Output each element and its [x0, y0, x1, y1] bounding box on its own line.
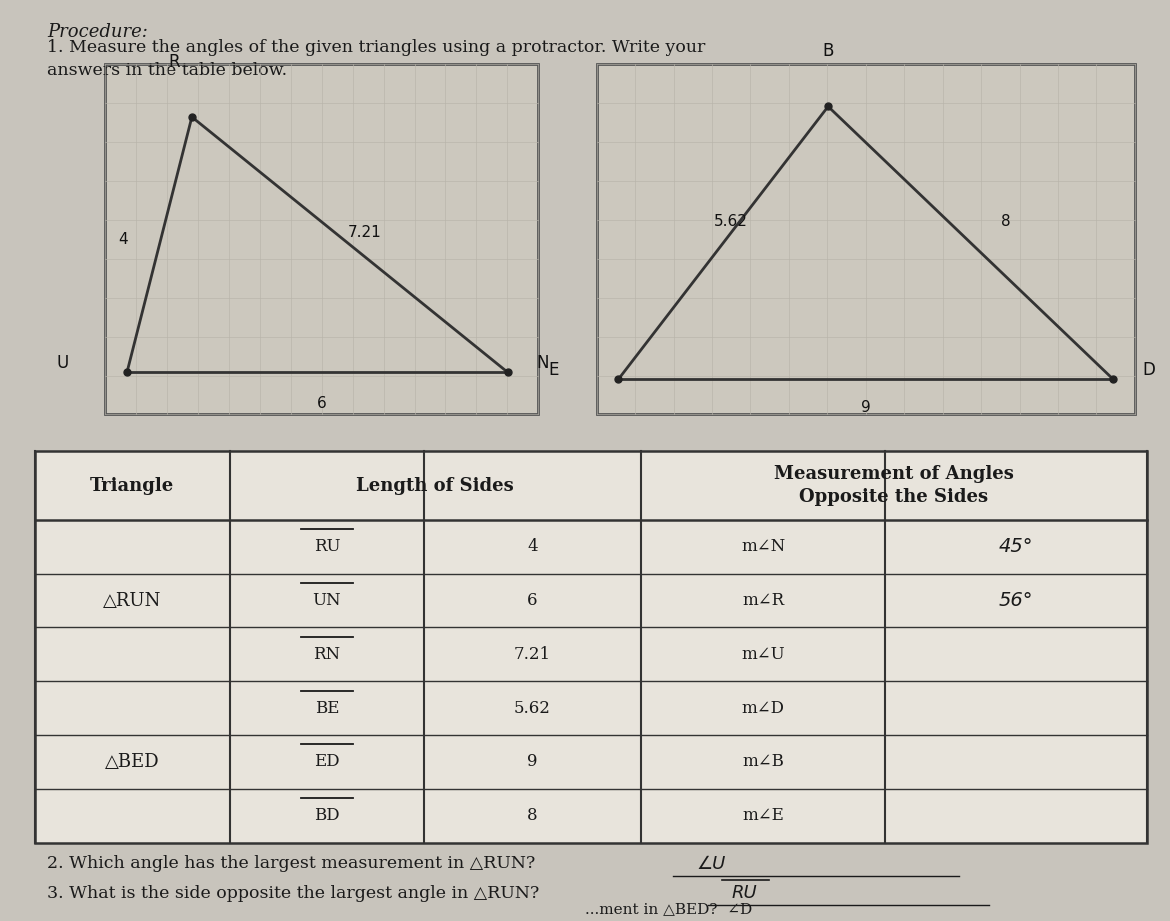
- Text: m∠B: m∠B: [742, 753, 784, 771]
- Text: Procedure:: Procedure:: [47, 23, 147, 41]
- Text: △RUN: △RUN: [103, 591, 161, 610]
- Text: UN: UN: [312, 592, 342, 609]
- Text: m∠U: m∠U: [742, 646, 785, 663]
- Text: U: U: [56, 355, 69, 372]
- Text: 5.62: 5.62: [715, 215, 748, 229]
- Text: Triangle: Triangle: [90, 476, 174, 495]
- FancyBboxPatch shape: [35, 451, 1147, 843]
- Text: 7.21: 7.21: [514, 646, 551, 663]
- Text: m∠E: m∠E: [742, 808, 784, 824]
- Text: 8: 8: [528, 808, 538, 824]
- FancyBboxPatch shape: [105, 64, 538, 414]
- Text: 2. Which angle has the largest measurement in △RUN?: 2. Which angle has the largest measureme…: [47, 856, 535, 872]
- Text: Measurement of Angles
Opposite the Sides: Measurement of Angles Opposite the Sides: [773, 465, 1013, 506]
- Text: ED: ED: [314, 753, 339, 771]
- Text: 5.62: 5.62: [514, 700, 551, 717]
- Text: 1. Measure the angles of the given triangles using a protractor. Write your
answ: 1. Measure the angles of the given trian…: [47, 39, 706, 79]
- Text: 56°: 56°: [999, 591, 1033, 610]
- Text: Length of Sides: Length of Sides: [357, 476, 514, 495]
- Text: RU: RU: [731, 884, 757, 903]
- Text: ...ment in △BED?  ∠D: ...ment in △BED? ∠D: [585, 903, 752, 916]
- Text: 4: 4: [528, 538, 538, 555]
- Text: 9: 9: [528, 753, 538, 771]
- Text: m∠D: m∠D: [742, 700, 785, 717]
- FancyBboxPatch shape: [597, 64, 1135, 414]
- Text: 8: 8: [1000, 215, 1011, 229]
- Text: N: N: [537, 355, 549, 372]
- Text: RU: RU: [314, 538, 340, 555]
- Text: R: R: [168, 52, 180, 71]
- Text: RN: RN: [314, 646, 340, 663]
- Text: ∠U: ∠U: [696, 855, 725, 873]
- Text: 9: 9: [861, 400, 870, 415]
- Text: △BED: △BED: [105, 753, 159, 771]
- Text: m∠R: m∠R: [742, 592, 784, 609]
- Text: BE: BE: [315, 700, 339, 717]
- Text: D: D: [1142, 361, 1155, 379]
- Text: 4: 4: [118, 232, 128, 247]
- Text: 3. What is the side opposite the largest angle in △RUN?: 3. What is the side opposite the largest…: [47, 885, 539, 902]
- Text: BD: BD: [314, 808, 339, 824]
- Text: E: E: [549, 361, 559, 379]
- Text: B: B: [823, 42, 834, 61]
- Text: 6: 6: [317, 396, 326, 412]
- Text: 7.21: 7.21: [349, 225, 381, 240]
- Text: m∠N: m∠N: [741, 538, 785, 555]
- Text: 45°: 45°: [999, 537, 1033, 556]
- Text: 6: 6: [528, 592, 538, 609]
